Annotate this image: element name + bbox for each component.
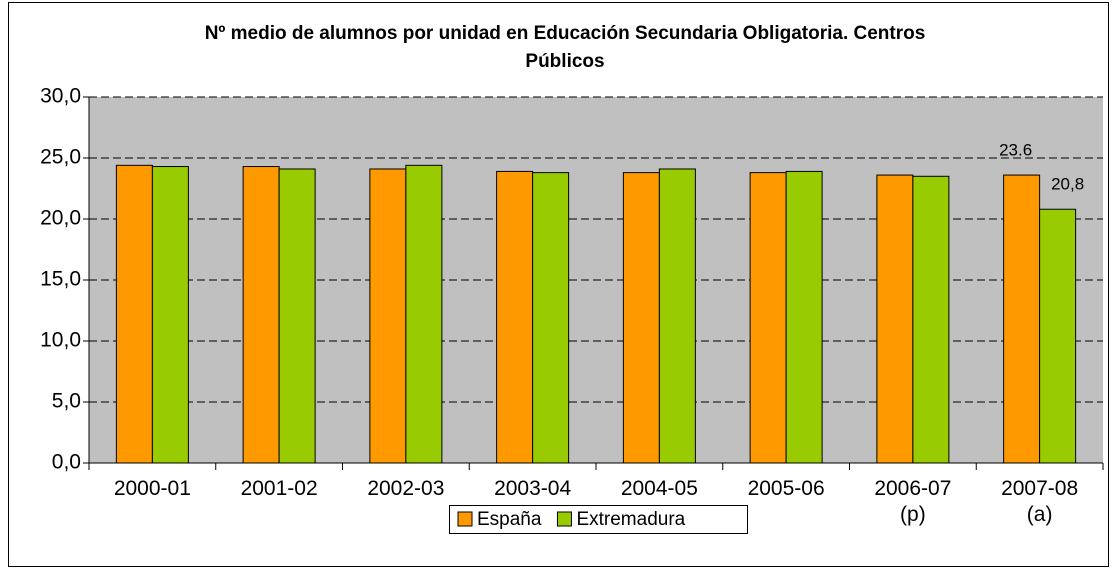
y-tick-label: 0,0: [52, 451, 81, 474]
chart-title: Nº medio de alumnos por unidad en Educac…: [204, 23, 926, 72]
x-tick-label: 2003-04: [494, 477, 572, 500]
data-label: 20,8: [1051, 175, 1084, 194]
data-label: 23.6: [999, 141, 1032, 160]
bar: [622, 172, 660, 464]
bar: [785, 170, 823, 464]
bar: [496, 170, 534, 464]
x-tick-label: 2001-02: [240, 477, 318, 500]
bar: [658, 168, 696, 464]
bar: [278, 168, 316, 464]
bar: [242, 166, 280, 464]
bar: [115, 164, 153, 464]
x-tick-label: 2006-07 (p): [874, 477, 952, 526]
x-tick-label: 2000-01: [113, 477, 191, 500]
bar: [532, 172, 570, 464]
y-tick-label: 20,0: [40, 207, 81, 230]
legend-box: [449, 505, 748, 534]
x-tick-label: 2005-06: [747, 477, 825, 500]
legend: España Extremadura: [449, 505, 748, 534]
bar: [405, 164, 443, 464]
legend-swatch: [457, 511, 473, 527]
bar: [876, 174, 914, 464]
bar: [151, 166, 189, 464]
y-tick-label: 5,0: [52, 390, 81, 413]
legend-swatch: [556, 511, 572, 527]
legend-label: España: [477, 509, 542, 530]
y-tick-label: 25,0: [40, 146, 81, 169]
bar: [1039, 208, 1077, 464]
x-tick-label: 2002-03: [367, 477, 445, 500]
x-tick-label: 2007-08 (a): [1001, 477, 1079, 526]
bar: [912, 175, 950, 464]
x-tick-label: 2004-05: [620, 477, 698, 500]
y-tick-label: 15,0: [40, 268, 81, 291]
bar: [749, 172, 787, 464]
bar: [369, 168, 407, 464]
y-tick-label: 10,0: [40, 329, 81, 352]
legend-label: Extremadura: [576, 509, 685, 530]
bar: [1003, 174, 1041, 464]
y-tick-label: 30,0: [40, 85, 81, 108]
